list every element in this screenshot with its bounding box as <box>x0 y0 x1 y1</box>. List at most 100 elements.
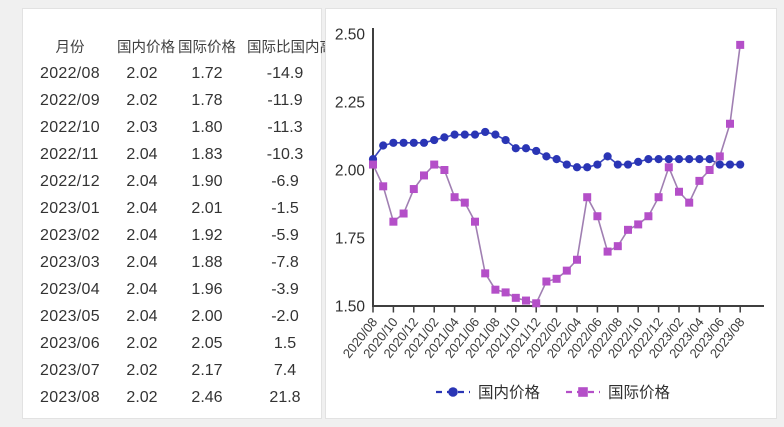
cell-domestic: 2.04 <box>126 226 158 244</box>
header-intl-vs-domestic: 国际比国内高 <box>247 39 334 56</box>
cell-month: 2023/06 <box>40 334 100 352</box>
cell-international: 1.90 <box>191 172 223 190</box>
data-point-international <box>471 217 479 226</box>
table-row: 2022/09 2.02 1.78 -11.9 <box>23 87 321 114</box>
data-point-international <box>430 160 439 169</box>
data-point-domestic <box>623 160 633 169</box>
data-point-domestic <box>542 152 551 161</box>
cell-month: 2023/05 <box>40 307 100 325</box>
cell-domestic: 2.02 <box>126 388 158 406</box>
table-row: 2023/02 2.04 1.92 -5.9 <box>23 222 321 249</box>
data-point-domestic <box>736 160 745 169</box>
cell-month: 2022/12 <box>40 172 100 190</box>
cell-diff: -10.3 <box>266 145 304 163</box>
data-point-international <box>522 296 530 305</box>
data-point-domestic <box>664 155 673 164</box>
data-point-international <box>654 193 663 202</box>
cell-domestic: 2.02 <box>126 334 158 352</box>
data-point-international <box>542 277 551 286</box>
cell-diff: 1.5 <box>273 334 297 352</box>
table-row: 2023/08 2.02 2.46 21.8 <box>23 384 321 411</box>
cell-international: 2.17 <box>191 361 223 379</box>
y-tick-label: 2.50 <box>335 27 366 44</box>
data-point-domestic <box>705 155 714 164</box>
y-tick-label: 2.00 <box>335 163 366 180</box>
data-point-international <box>695 176 704 185</box>
data-point-international <box>593 212 602 221</box>
data-point-international <box>532 299 541 308</box>
data-point-domestic <box>470 130 480 139</box>
data-point-domestic <box>583 163 592 172</box>
cell-diff: 21.8 <box>269 388 301 406</box>
table-header-row: 月份 国内价格 国际价格 国际比国内高 <box>23 32 335 60</box>
data-point-domestic <box>450 130 459 139</box>
cell-diff: -1.5 <box>271 199 299 217</box>
table-row: 2022/11 2.04 1.83 -10.3 <box>23 141 321 168</box>
y-tick-label: 1.75 <box>335 231 365 248</box>
data-point-international <box>379 182 388 191</box>
data-point-international <box>562 266 571 275</box>
cell-month: 2022/08 <box>40 64 100 82</box>
cell-international: 1.83 <box>191 145 223 163</box>
table-row: 2023/07 2.02 2.17 7.4 <box>23 357 321 384</box>
cell-month: 2022/09 <box>40 91 100 109</box>
data-point-domestic <box>685 155 694 164</box>
data-point-domestic <box>501 135 510 145</box>
data-point-international <box>409 185 418 194</box>
table-row: 2023/05 2.04 2.00 -2.0 <box>23 303 321 330</box>
cell-domestic: 2.02 <box>126 64 158 82</box>
cell-international: 1.88 <box>191 253 223 271</box>
data-point-domestic <box>725 160 735 169</box>
y-tick-label: 1.50 <box>335 299 366 316</box>
data-point-domestic <box>440 133 449 142</box>
cell-diff: 7.4 <box>273 361 297 379</box>
table-row: 2023/06 2.02 2.05 1.5 <box>23 330 321 357</box>
cell-domestic: 2.04 <box>126 199 158 217</box>
legend-label: 国际价格 <box>608 384 671 402</box>
cell-month: 2023/07 <box>40 361 100 379</box>
cell-international: 2.46 <box>191 388 223 406</box>
data-point-domestic <box>593 160 602 169</box>
data-point-international <box>501 288 510 297</box>
data-point-domestic <box>654 155 663 164</box>
cell-diff: -7.8 <box>271 253 299 271</box>
data-point-domestic <box>399 138 408 147</box>
price-line-chart: 2.502.252.001.751.502020/082020/102020/1… <box>335 27 764 402</box>
data-point-domestic <box>419 138 429 147</box>
data-point-international <box>705 166 714 174</box>
table-row: 2022/12 2.04 1.90 -6.9 <box>23 168 321 195</box>
data-point-domestic <box>695 155 704 164</box>
cell-domestic: 2.04 <box>126 172 158 190</box>
header-international-price: 国际价格 <box>178 39 236 56</box>
cell-month: 2023/04 <box>40 280 100 298</box>
data-point-international <box>715 152 724 161</box>
data-point-international <box>685 198 694 207</box>
cell-diff: -6.9 <box>271 172 299 190</box>
table-row: 2023/03 2.04 1.88 -7.8 <box>23 249 321 276</box>
cell-domestic: 2.02 <box>126 361 158 379</box>
data-point-international <box>644 212 653 221</box>
cell-month: 2023/08 <box>40 388 100 406</box>
cell-diff: -11.9 <box>267 91 303 109</box>
data-point-domestic <box>572 163 582 172</box>
data-point-domestic <box>644 155 653 164</box>
header-month: 月份 <box>55 39 85 56</box>
data-point-international <box>583 193 592 202</box>
data-point-domestic <box>481 127 490 137</box>
cell-month: 2023/01 <box>40 199 100 217</box>
data-point-domestic <box>532 146 541 156</box>
cell-international: 1.80 <box>191 118 223 136</box>
table-row: 2023/01 2.04 2.01 -1.5 <box>23 195 321 222</box>
cell-international: 1.92 <box>191 226 223 244</box>
price-table: 月份 国内价格 国际价格 国际比国内高 2022/08 2.02 1.72 -14.9… <box>23 9 335 411</box>
cell-month: 2022/10 <box>40 118 100 136</box>
data-point-international <box>664 163 673 172</box>
cell-month: 2023/02 <box>40 226 100 244</box>
data-point-domestic <box>460 130 469 139</box>
cell-diff: -3.9 <box>271 280 299 298</box>
data-point-international <box>603 247 612 256</box>
data-point-domestic <box>634 157 643 166</box>
cell-domestic: 2.04 <box>126 307 158 325</box>
price-chart-panel: 2.50 2.25 2.00 1.75 1.50 2020/08 2020/10 2020/1… <box>325 8 777 419</box>
cell-domestic: 2.04 <box>126 145 158 163</box>
